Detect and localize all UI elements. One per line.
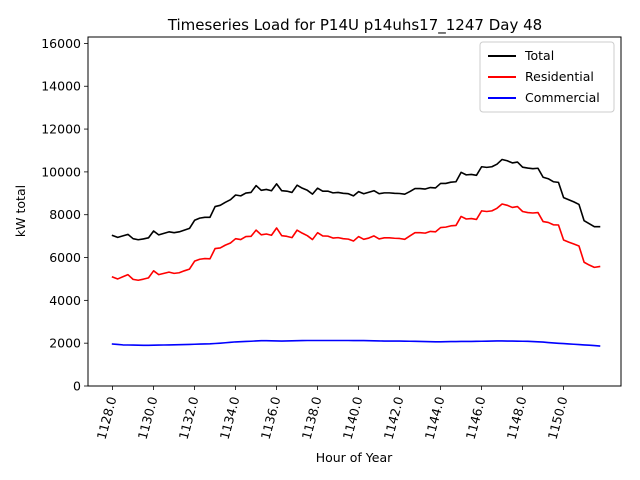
series-line-commercial xyxy=(111,339,601,347)
legend-label-total: Total xyxy=(524,48,554,63)
legend: Total Residential Commercial xyxy=(479,41,615,113)
y-tick-label: 10000 xyxy=(41,164,81,179)
legend-label-commercial: Commercial xyxy=(525,90,600,105)
y-tick-label: 0 xyxy=(73,379,81,394)
y-tick-label: 14000 xyxy=(41,79,81,94)
series-line-total xyxy=(111,158,601,241)
chart-title: Timeseries Load for P14U p14uhs17_1247 D… xyxy=(167,16,542,35)
y-tick-label: 2000 xyxy=(49,336,81,351)
series-line-residential xyxy=(111,203,601,282)
x-axis-label: Hour of Year xyxy=(316,450,393,465)
y-tick-label: 16000 xyxy=(41,36,81,51)
y-tick-label: 6000 xyxy=(49,250,81,265)
plot-frame xyxy=(87,36,622,387)
legend-label-residential: Residential xyxy=(525,69,594,84)
y-tick-label: 4000 xyxy=(49,293,81,308)
y-axis: 0 2000 4000 6000 8000 10000 12000 14000 16000 xyxy=(41,36,88,394)
y-axis-label: kW total xyxy=(13,185,28,237)
y-tick-label: 8000 xyxy=(49,207,81,222)
legend-frame xyxy=(479,41,615,113)
y-tick-label: 12000 xyxy=(41,122,81,137)
series-group xyxy=(111,158,601,347)
